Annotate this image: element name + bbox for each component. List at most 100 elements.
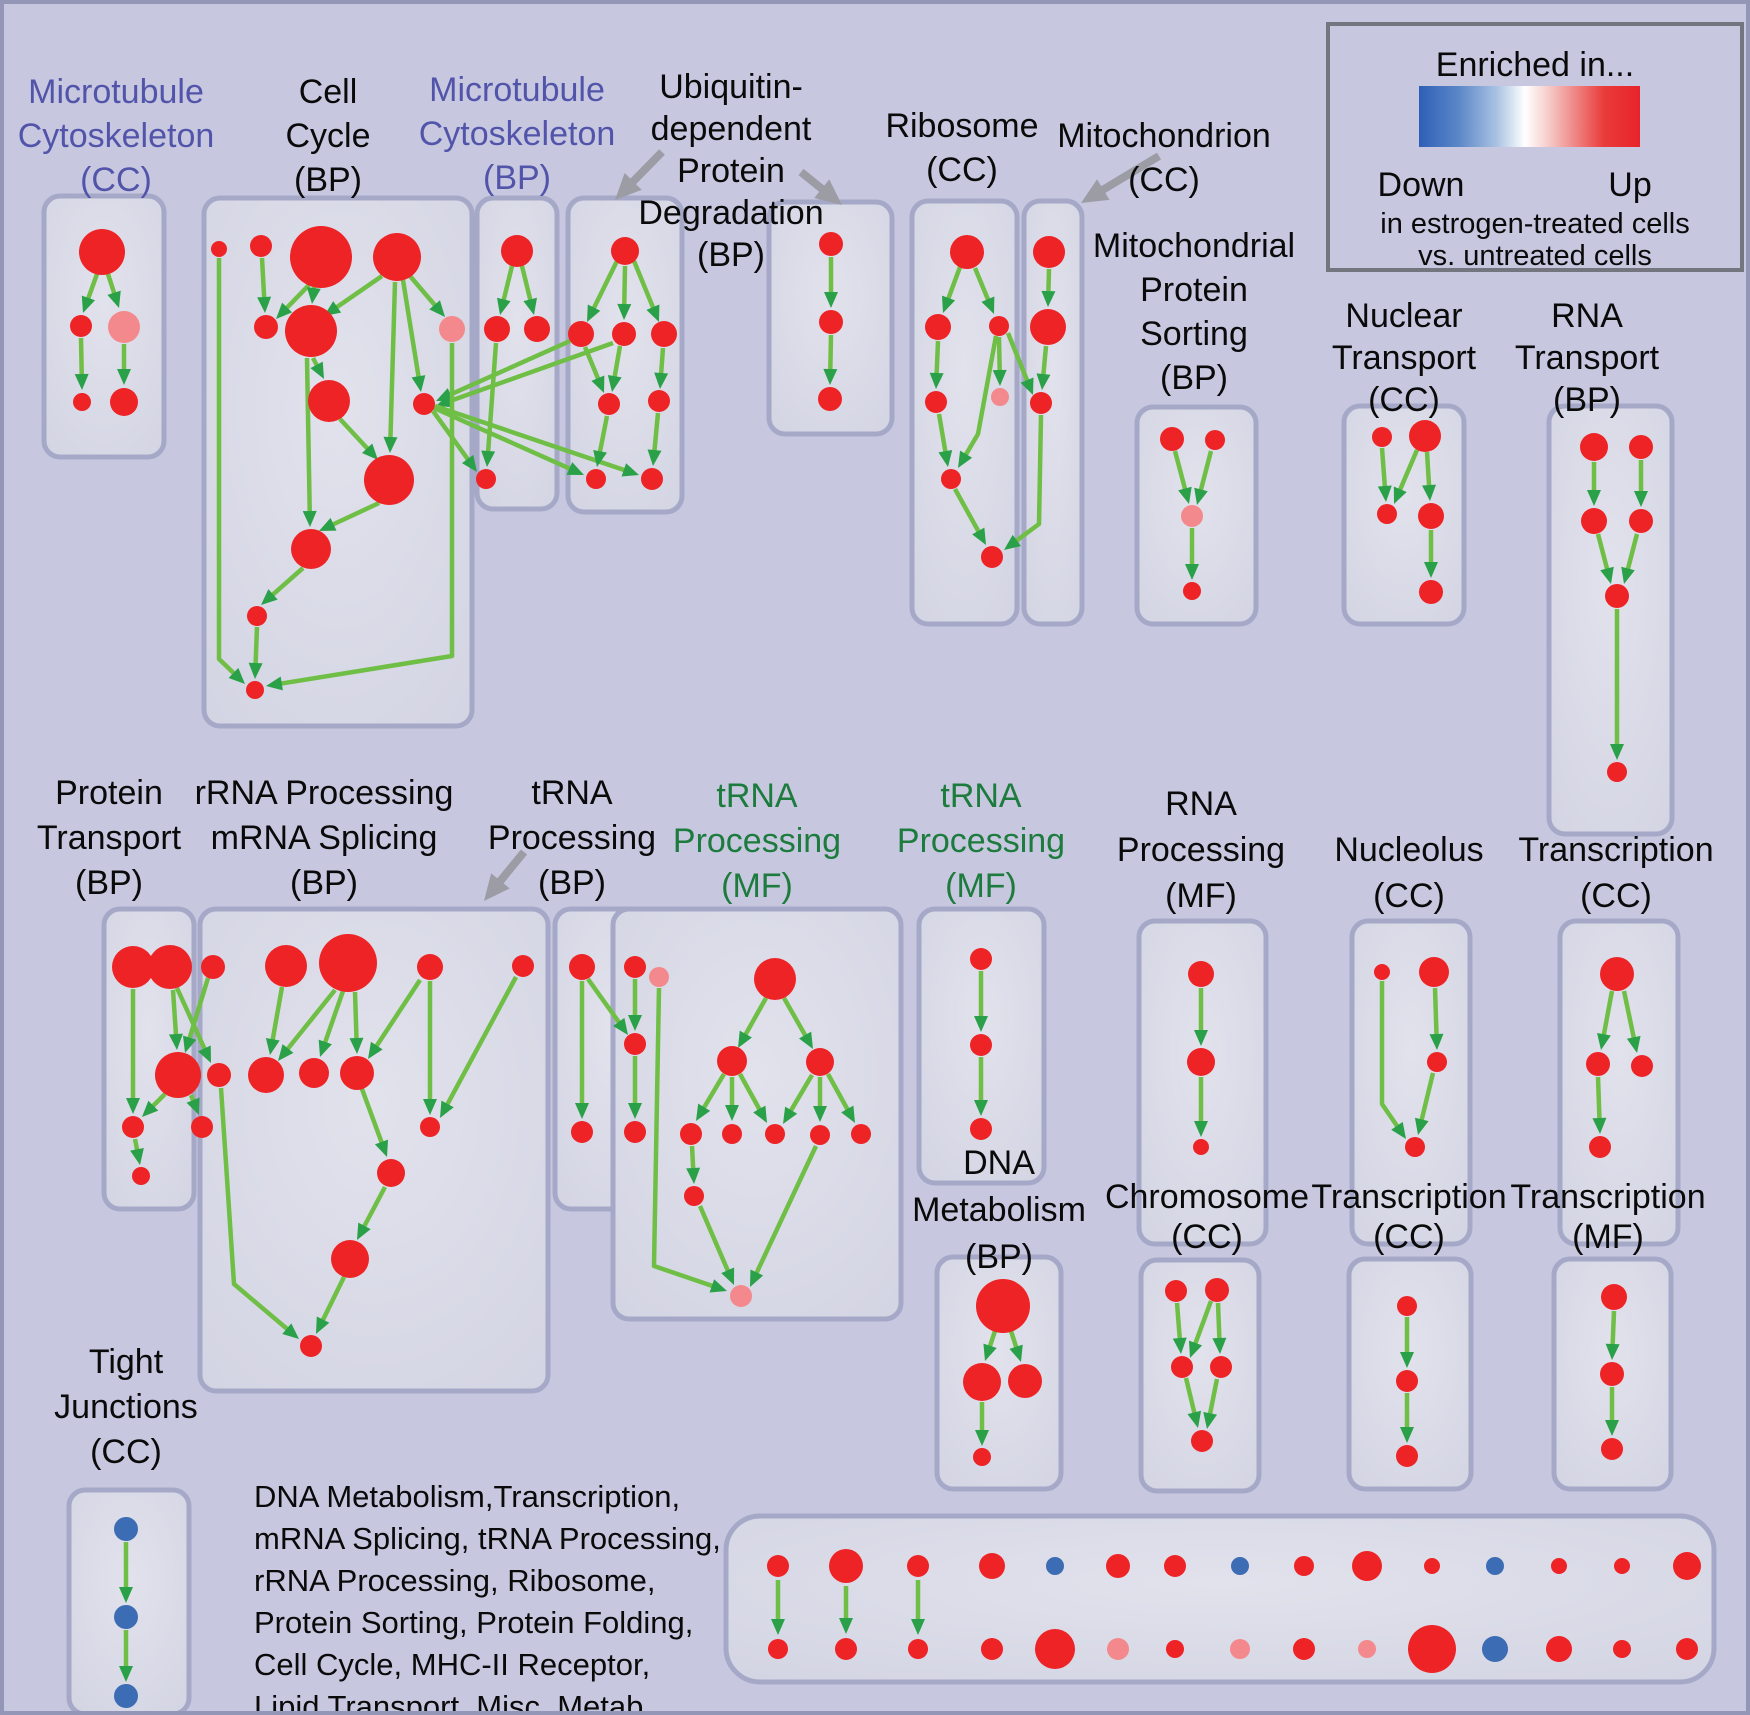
edge-arrow-head xyxy=(248,662,263,679)
strip-node xyxy=(1035,1629,1075,1669)
go-term-node xyxy=(819,232,843,256)
edge-arrow-shaft xyxy=(149,1092,167,1110)
edge-arrow-head xyxy=(783,1106,798,1124)
ubiquitin-dependent-protein-degradation-label: Ubiquitin- xyxy=(659,68,803,106)
go-term-node xyxy=(148,945,192,989)
edge-arrow-shaft xyxy=(1207,1378,1220,1417)
strip-node xyxy=(1106,1554,1130,1578)
edge-arrow-head xyxy=(1600,566,1614,584)
go-term-node xyxy=(248,1057,284,1093)
go-term-node xyxy=(377,1159,405,1187)
edge-arrow-head xyxy=(617,303,632,320)
edge-arrow-shaft xyxy=(170,989,179,1038)
edge-arrow-shaft xyxy=(304,357,313,515)
go-term-node xyxy=(373,233,421,281)
edge-arrow-head xyxy=(1621,566,1635,584)
edge-arrow-shaft xyxy=(216,258,238,677)
rna-transport-label: (BP) xyxy=(1553,381,1621,419)
go-term-node xyxy=(132,1167,150,1185)
go-term-node xyxy=(114,1684,138,1708)
cluster-box xyxy=(197,906,551,1394)
edge-arrow-head xyxy=(186,1097,200,1115)
edge-arrow-head xyxy=(440,1100,454,1118)
strip-node xyxy=(1482,1636,1508,1662)
edge-arrow-head xyxy=(1634,491,1648,507)
edge-arrow-shaft xyxy=(1625,533,1640,572)
go-term-node xyxy=(941,469,961,489)
edge-arrow-shaft xyxy=(1397,449,1420,493)
ubiquitin-dependent-protein-degradation-label: Degradation xyxy=(638,194,823,232)
edge-arrow-shaft xyxy=(174,987,208,1053)
edge-arrow-head xyxy=(839,1618,853,1634)
edge-arrow-head xyxy=(587,304,601,322)
go-term-node xyxy=(1205,430,1225,450)
edge-arrow-shaft xyxy=(936,413,949,455)
nucleolus-label: (CC) xyxy=(1373,877,1445,915)
edge-arrow-shaft xyxy=(400,279,422,380)
edge-arrow-head xyxy=(1194,487,1208,505)
cluster-box xyxy=(66,1487,192,1711)
legend-subtitle-line2: vs. untreated cells xyxy=(1418,240,1652,272)
go-term-node xyxy=(1191,1430,1213,1452)
go-term-node xyxy=(319,934,377,992)
go-term-node xyxy=(970,1118,992,1140)
go-term-node xyxy=(569,954,595,980)
chromosome-label: Chromosome xyxy=(1105,1178,1309,1216)
annotation-arrow-head xyxy=(484,873,510,901)
edge-arrow-head xyxy=(1393,486,1407,504)
edge-arrow-head xyxy=(972,527,986,545)
go-term-node xyxy=(1405,1137,1425,1157)
protein-transport-label: Protein xyxy=(55,774,163,812)
go-term-node xyxy=(191,1116,213,1138)
edge-arrow-shaft xyxy=(329,500,380,528)
go-term-node xyxy=(989,316,1009,336)
go-term-nodes xyxy=(70,226,1701,1708)
edge-arrow-shaft xyxy=(945,266,963,302)
cluster-box xyxy=(1138,1257,1262,1494)
edge-arrow-shaft xyxy=(1215,1302,1222,1342)
edge-arrow-head xyxy=(929,372,944,389)
edge-arrow-head xyxy=(1020,377,1034,395)
edge-arrow-head xyxy=(1391,1121,1406,1139)
edge-arrow-head xyxy=(628,1103,642,1119)
transcription-mf-label: (MF) xyxy=(1572,1218,1644,1256)
go-term-node xyxy=(1419,580,1443,604)
mitochondrion-label: (CC) xyxy=(1128,161,1200,199)
go-term-node xyxy=(624,956,646,978)
go-term-node xyxy=(568,321,594,347)
edge-arrow-head xyxy=(1194,1030,1208,1046)
edge-arrow-shaft xyxy=(658,347,666,377)
go-term-node xyxy=(364,455,414,505)
go-term-node xyxy=(201,955,225,979)
edge-arrow-head xyxy=(81,295,95,313)
go-term-node xyxy=(1418,503,1444,529)
legend-subtitle-line1: in estrogen-treated cells xyxy=(1380,208,1690,240)
annotation-arrow-shaft xyxy=(495,849,528,886)
edge-arrow-shaft xyxy=(1379,447,1388,490)
go-term-node xyxy=(246,681,264,699)
edge-arrow-shaft xyxy=(1005,332,1031,384)
edge-arrow-head xyxy=(1605,1343,1620,1360)
edge-arrow-head xyxy=(374,1139,389,1157)
edge-arrow-shaft xyxy=(338,417,371,452)
edge-arrow-head xyxy=(481,450,496,467)
edge-arrow-head xyxy=(813,1106,827,1122)
nuclear-transport-label: Transport xyxy=(1332,339,1477,377)
edge-arrow-head xyxy=(1188,1340,1203,1358)
edge-arrow-head xyxy=(566,462,584,475)
edge-arrow-head xyxy=(738,1030,752,1048)
edge-arrow-head xyxy=(1187,1410,1202,1428)
edge-arrow-head xyxy=(126,1098,140,1114)
edge-arrow-shaft xyxy=(782,996,809,1039)
go-term-node xyxy=(624,1033,646,1055)
go-term-node xyxy=(1165,1280,1187,1302)
edge-arrow-shaft xyxy=(962,335,999,458)
go-term-node xyxy=(1605,584,1629,608)
edge-arrow-head xyxy=(974,1100,988,1116)
edge-arrow-head xyxy=(841,1105,855,1123)
edge-arrow-head xyxy=(1172,1337,1187,1354)
go-term-node xyxy=(1374,964,1390,980)
rrna-processing-mrna-splicing-label: (BP) xyxy=(290,864,358,902)
edge-arrow-shaft xyxy=(651,412,661,454)
go-term-node xyxy=(1396,1370,1418,1392)
